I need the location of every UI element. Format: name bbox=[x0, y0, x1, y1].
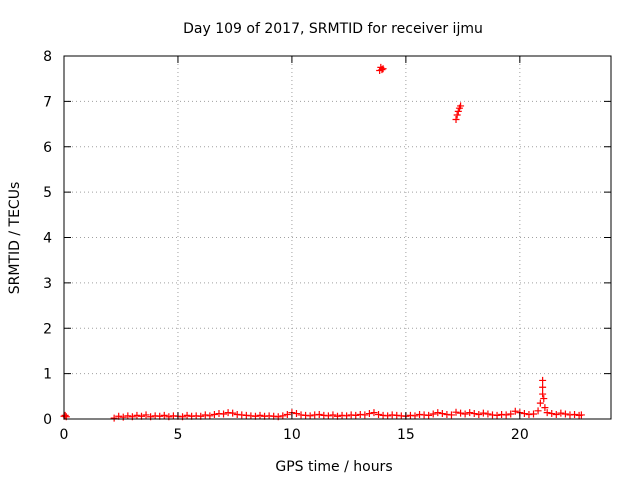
data-point bbox=[454, 107, 462, 115]
data-point bbox=[220, 410, 228, 418]
data-point bbox=[283, 410, 291, 418]
data-point bbox=[411, 412, 419, 420]
data-point bbox=[539, 376, 547, 384]
data-point bbox=[452, 116, 460, 124]
data-point bbox=[453, 111, 461, 119]
data-point bbox=[552, 410, 560, 418]
data-point bbox=[470, 410, 478, 418]
data-point bbox=[571, 410, 579, 418]
data-point bbox=[315, 410, 323, 418]
data-point bbox=[279, 412, 287, 420]
data-point bbox=[119, 413, 127, 421]
data-point bbox=[229, 409, 237, 417]
y-tick-label: 6 bbox=[43, 140, 52, 156]
data-point bbox=[183, 411, 191, 419]
grid bbox=[64, 56, 611, 419]
data-point bbox=[352, 411, 360, 419]
data-point bbox=[493, 411, 501, 419]
data-point bbox=[365, 410, 373, 418]
data-point bbox=[475, 410, 483, 418]
data-point bbox=[561, 410, 569, 418]
y-tick-label: 3 bbox=[43, 276, 52, 292]
data-point bbox=[434, 409, 442, 417]
data-point bbox=[534, 407, 542, 415]
y-tick-label: 0 bbox=[43, 412, 52, 428]
data-point bbox=[548, 410, 556, 418]
chart-title: Day 109 of 2017, SRMTID for receiver ijm… bbox=[183, 21, 483, 37]
data-point bbox=[110, 414, 118, 422]
data-point bbox=[379, 65, 387, 73]
data-point bbox=[160, 411, 168, 419]
y-tick-label: 7 bbox=[43, 94, 52, 110]
data-point bbox=[577, 411, 585, 419]
y-axis-label: SRMTID / TECUs bbox=[7, 182, 23, 295]
data-point bbox=[520, 410, 528, 418]
data-point bbox=[343, 412, 351, 420]
y-tick-label: 8 bbox=[43, 49, 52, 65]
x-tick-label: 20 bbox=[511, 427, 529, 443]
data-point bbox=[484, 410, 492, 418]
data-point bbox=[479, 409, 487, 417]
data-point bbox=[502, 411, 510, 419]
data-point bbox=[324, 412, 332, 420]
y-tick-label: 4 bbox=[43, 231, 52, 247]
data-point bbox=[425, 411, 433, 419]
x-tick-label: 15 bbox=[397, 427, 415, 443]
data-point bbox=[142, 411, 150, 419]
data-point bbox=[61, 411, 69, 419]
data-point bbox=[133, 411, 141, 419]
data-point bbox=[375, 410, 383, 418]
data-point bbox=[543, 409, 551, 417]
data-point bbox=[361, 411, 369, 419]
data-point bbox=[306, 412, 314, 420]
data-point bbox=[457, 409, 465, 417]
data-point bbox=[378, 66, 386, 74]
data-point bbox=[540, 395, 548, 403]
data-point bbox=[370, 409, 378, 417]
data-point bbox=[541, 404, 549, 412]
y-tick-label: 5 bbox=[43, 185, 52, 201]
data-point bbox=[557, 409, 565, 417]
x-axis-label: GPS time / hours bbox=[275, 459, 392, 475]
x-tick-label: 10 bbox=[283, 427, 301, 443]
data-point bbox=[447, 411, 455, 419]
x-tick-label: 5 bbox=[173, 427, 182, 443]
data-point bbox=[429, 410, 437, 418]
axis-ticks: 0 5 10 15 20 0 1 2 3 4 5 6 7 8 bbox=[43, 49, 611, 443]
data-point bbox=[452, 408, 460, 416]
data-point bbox=[539, 390, 547, 398]
y-tick-label: 2 bbox=[43, 321, 52, 337]
data-point bbox=[507, 410, 515, 418]
data-point bbox=[329, 411, 337, 419]
data-point bbox=[256, 411, 264, 419]
data-points bbox=[60, 63, 585, 422]
data-point bbox=[457, 102, 465, 110]
data-point bbox=[511, 407, 519, 415]
data-point bbox=[539, 383, 547, 391]
data-point bbox=[210, 410, 218, 418]
data-point bbox=[530, 410, 538, 418]
y-tick-label: 1 bbox=[43, 367, 52, 383]
x-tick-label: 0 bbox=[60, 427, 69, 443]
data-point bbox=[292, 410, 300, 418]
data-point bbox=[438, 410, 446, 418]
data-point bbox=[124, 412, 132, 420]
data-point bbox=[201, 411, 209, 419]
data-point bbox=[536, 399, 544, 407]
data-point bbox=[461, 410, 469, 418]
data-point bbox=[466, 409, 474, 417]
data-point bbox=[206, 412, 214, 420]
data-point bbox=[384, 412, 392, 420]
